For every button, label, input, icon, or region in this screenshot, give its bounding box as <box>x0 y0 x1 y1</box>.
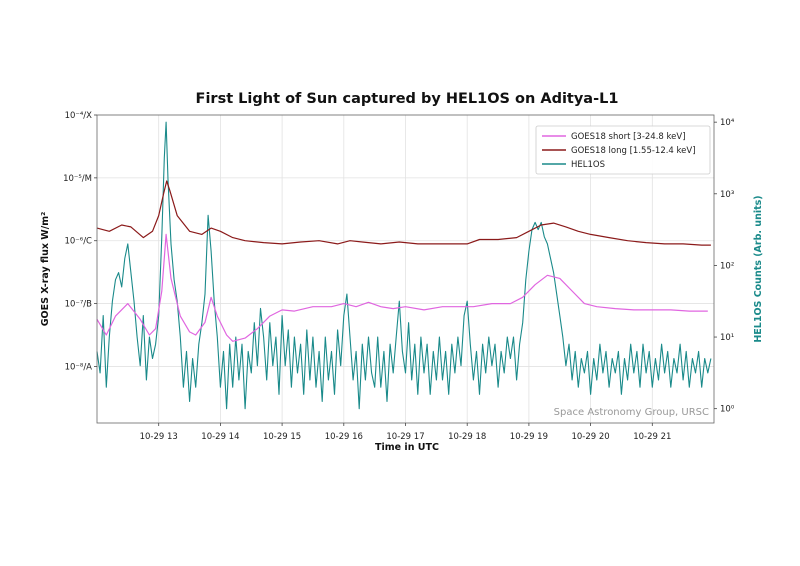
legend-label: GOES18 long [1.55-12.4 keV] <box>571 146 696 156</box>
y-axis-label-right: HEL1OS Counts (Arb. units) <box>753 195 764 342</box>
plot-area <box>96 121 712 410</box>
x-tick-label: 10-29 15 <box>263 432 301 442</box>
x-tick-label: 10-29 17 <box>386 432 424 442</box>
watermark: Space Astronomy Group, URSC <box>554 407 709 418</box>
x-tick-label: 10-29 16 <box>325 432 363 442</box>
left-tick-label: 10⁻⁷/B <box>65 300 93 310</box>
left-axis: 10⁻⁴/X 10⁻⁵/M 10⁻⁶/C 10⁻⁷/B 10⁻⁸/A <box>63 111 97 372</box>
series-line-0 <box>96 233 708 342</box>
right-tick-label: 10² <box>720 261 734 271</box>
series-line-2 <box>96 121 712 410</box>
x-tick-label: 10-29 19 <box>510 432 548 442</box>
right-tick-label: 10¹ <box>720 333 734 343</box>
x-tick-label: 10-29 20 <box>571 432 609 442</box>
legend-label: HEL1OS <box>571 160 605 170</box>
legend-label: GOES18 short [3-24.8 keV] <box>571 132 686 142</box>
right-tick-label: 10⁴ <box>720 118 735 128</box>
right-tick-label: 10³ <box>720 190 734 200</box>
x-axis-label: Time in UTC <box>375 442 439 453</box>
x-tick-label: 10-29 14 <box>201 432 239 442</box>
x-tick-label: 10-29 13 <box>140 432 178 442</box>
x-tick-label: 10-29 21 <box>633 432 671 442</box>
right-axis: 10⁰ 10¹ 10² 10³ 10⁴ <box>714 118 735 415</box>
legend-box <box>535 125 711 175</box>
left-tick-label: 10⁻⁸/A <box>65 362 93 372</box>
series-line-1 <box>96 180 711 246</box>
left-tick-label: 10⁻⁵/M <box>63 174 92 184</box>
right-tick-label: 10⁰ <box>720 405 735 415</box>
y-axis-label-left: GOES X-ray flux W/m² <box>40 212 51 327</box>
left-tick-label: 10⁻⁶/C <box>64 237 92 247</box>
chart-title: First Light of Sun captured by HEL1OS on… <box>196 91 619 107</box>
x-axis: 10-29 13 10-29 14 10-29 15 10-29 16 10-29 17… <box>140 423 671 442</box>
legend: GOES18 short [3-24.8 keV] GOES18 long [1.… <box>535 125 711 175</box>
left-tick-label: 10⁻⁴/X <box>65 111 93 121</box>
x-tick-label: 10-29 18 <box>448 432 486 442</box>
